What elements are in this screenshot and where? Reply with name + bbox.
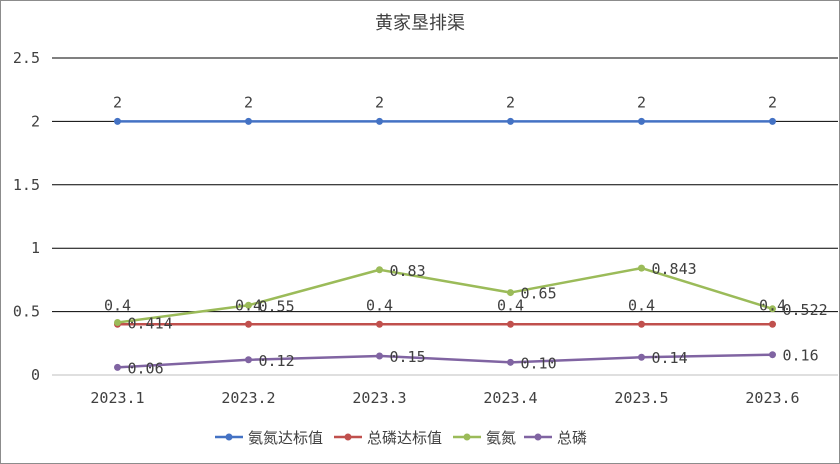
- data-point: [507, 117, 514, 125]
- series-lines: [114, 117, 776, 371]
- x-tick-label: 2023.1: [90, 389, 144, 407]
- data-point: [114, 363, 121, 371]
- y-tick-label: 0: [31, 366, 40, 384]
- data-label: 0.06: [128, 359, 164, 377]
- data-label: 0.4: [104, 296, 131, 314]
- data-labels: 2 2 2 2 2 20.4 0.4 0.4 0.4 0.4 0.40.4140.550.830.6…: [104, 93, 828, 377]
- y-tick-label: 0.5: [13, 303, 40, 321]
- y-axis-ticks: 0 0.5 1 1.5 2 2.5: [13, 49, 40, 384]
- legend-label: 总磷: [557, 429, 587, 447]
- data-point: [638, 117, 645, 125]
- data-point: [507, 289, 514, 297]
- data-label: 2: [244, 93, 253, 111]
- data-point: [638, 264, 645, 272]
- data-point: [376, 266, 383, 274]
- data-point: [376, 117, 383, 125]
- data-label: 0.414: [128, 315, 173, 333]
- x-tick-label: 2023.3: [352, 389, 406, 407]
- data-point: [507, 358, 514, 366]
- data-point: [114, 117, 121, 125]
- data-point: [507, 320, 514, 328]
- data-point: [376, 352, 383, 360]
- x-axis-ticks: 2023.1 2023.2 2023.3 2023.4 2023.5 2023.6: [90, 389, 799, 407]
- legend-item: 总磷达标值: [334, 429, 442, 447]
- data-point: [769, 117, 776, 125]
- x-tick-label: 2023.6: [745, 389, 799, 407]
- legend-item: 氨氮: [453, 429, 516, 447]
- data-label: 0.4: [759, 296, 786, 314]
- series-line: [117, 266, 773, 324]
- series-3: [114, 264, 776, 327]
- x-tick-label: 2023.5: [614, 389, 668, 407]
- data-point: [245, 301, 252, 309]
- series-1: [114, 117, 776, 125]
- y-tick-label: 1: [31, 239, 40, 257]
- data-point: [245, 356, 252, 364]
- data-label: 0.522: [783, 301, 828, 319]
- legend: 氨氮达标值 总磷达标值 氨氮 总磷: [215, 429, 587, 447]
- data-label: 0.4: [235, 296, 262, 314]
- legend-label: 氨氮: [486, 429, 516, 447]
- series-4: [114, 351, 776, 371]
- series-2: [114, 320, 776, 328]
- legend-label: 氨氮达标值: [248, 429, 323, 447]
- data-point: [245, 117, 252, 125]
- data-label: 0.15: [390, 348, 426, 366]
- data-label: 0.65: [521, 285, 557, 303]
- data-label: 2: [375, 93, 384, 111]
- y-tick-label: 2: [31, 112, 40, 130]
- data-label: 2: [113, 93, 122, 111]
- legend-marker: [344, 433, 352, 441]
- data-label: 0.55: [259, 297, 295, 315]
- data-label: 0.4: [366, 296, 393, 314]
- data-label: 0.16: [783, 347, 819, 365]
- data-label: 2: [506, 93, 515, 111]
- data-label: 0.843: [652, 260, 697, 278]
- chart-title: 黄家垦排渠: [375, 13, 465, 34]
- y-tick-label: 1.5: [13, 176, 40, 194]
- x-tick-label: 2023.2: [221, 389, 275, 407]
- data-point: [769, 305, 776, 313]
- data-point: [769, 351, 776, 359]
- data-point: [638, 353, 645, 361]
- legend-marker: [463, 433, 471, 441]
- data-point: [114, 319, 121, 327]
- x-tick-label: 2023.4: [483, 389, 537, 407]
- data-label: 0.14: [652, 349, 688, 367]
- data-label: 0.10: [521, 354, 557, 372]
- series-line: [117, 353, 773, 369]
- legend-label: 总磷达标值: [367, 429, 442, 447]
- legend-item: 氨氮达标值: [215, 429, 323, 447]
- data-point: [376, 320, 383, 328]
- legend-marker: [225, 433, 233, 441]
- data-point: [638, 320, 645, 328]
- data-label: 0.4: [497, 296, 524, 314]
- legend-item: 总磷: [524, 429, 587, 447]
- y-tick-label: 2.5: [13, 49, 40, 67]
- legend-marker: [534, 433, 542, 441]
- data-point: [245, 320, 252, 328]
- data-label: 0.12: [259, 352, 295, 370]
- data-label: 0.4: [628, 296, 655, 314]
- data-point: [769, 320, 776, 328]
- data-label: 2: [768, 93, 777, 111]
- data-label: 2: [637, 93, 646, 111]
- data-label: 0.83: [390, 262, 426, 280]
